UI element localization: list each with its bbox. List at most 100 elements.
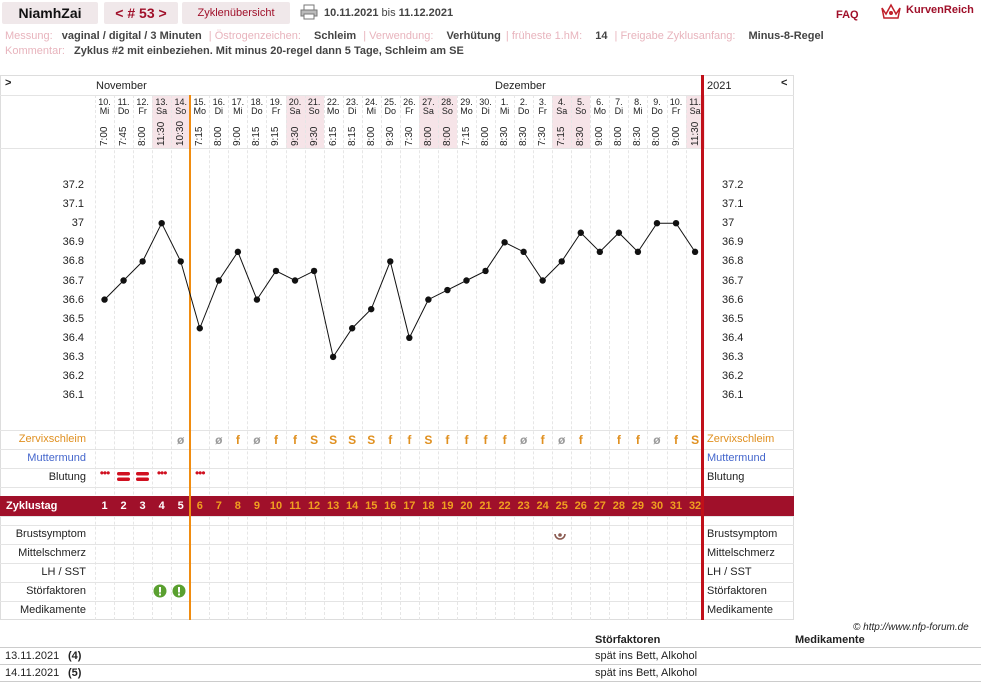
grid-col bbox=[228, 95, 230, 620]
temperature-point[interactable] bbox=[463, 277, 470, 284]
temperature-point[interactable] bbox=[691, 248, 699, 256]
zervix-mark[interactable]: f bbox=[273, 433, 278, 447]
day-weekday: Mi bbox=[233, 106, 243, 116]
grid-col bbox=[399, 95, 401, 620]
temperature-point[interactable] bbox=[558, 258, 565, 265]
zervix-mark[interactable]: f bbox=[235, 433, 240, 447]
blutung-heavy-icon[interactable] bbox=[117, 471, 131, 482]
nav-left-button[interactable]: > bbox=[5, 77, 12, 89]
brand-name[interactable]: KurvenReich bbox=[906, 4, 974, 16]
grid-col bbox=[247, 95, 249, 620]
temperature-point[interactable] bbox=[501, 239, 508, 246]
temperature-point[interactable] bbox=[158, 220, 165, 227]
temperature-point[interactable] bbox=[253, 296, 261, 303]
overview-tab[interactable]: Zyklenübersicht bbox=[182, 2, 290, 24]
faq-link[interactable]: FAQ bbox=[836, 9, 859, 21]
zervix-mark[interactable]: f bbox=[674, 433, 679, 447]
nav-right-button[interactable]: < bbox=[781, 77, 788, 89]
chart-end-line bbox=[701, 75, 704, 620]
zervix-mark[interactable]: f bbox=[445, 433, 450, 447]
zervix-mark[interactable]: f bbox=[616, 433, 621, 447]
temperature-point[interactable] bbox=[368, 305, 375, 313]
zervix-mark[interactable]: S bbox=[367, 433, 376, 447]
stoerfaktor-icon[interactable] bbox=[153, 584, 167, 598]
weekend-shade bbox=[304, 95, 324, 148]
temperature-point[interactable] bbox=[653, 220, 661, 227]
grid-col bbox=[437, 95, 439, 620]
temperature-point[interactable] bbox=[444, 286, 451, 294]
temperature-point[interactable] bbox=[215, 277, 223, 284]
zervix-mark[interactable]: ø bbox=[177, 433, 185, 447]
row-label-brust: Brustsymptom bbox=[15, 528, 86, 540]
grid-row bbox=[0, 430, 794, 431]
stoerfaktor-icon[interactable] bbox=[172, 584, 186, 598]
brand-logo-icon[interactable] bbox=[880, 2, 902, 20]
freigabe-value: Minus-8-Regel bbox=[748, 30, 824, 42]
temperature-point[interactable] bbox=[177, 258, 184, 265]
temperature-point[interactable] bbox=[596, 248, 604, 256]
zervix-mark[interactable]: f bbox=[388, 433, 393, 447]
zervix-mark[interactable]: f bbox=[483, 433, 488, 447]
temperature-point[interactable] bbox=[577, 229, 584, 236]
blutung-dots-icon[interactable]: ••• bbox=[194, 466, 206, 480]
brust-symptom-icon[interactable] bbox=[553, 528, 567, 542]
temperature-point[interactable] bbox=[348, 325, 356, 332]
zervix-mark[interactable]: S bbox=[691, 433, 700, 447]
temperature-point[interactable] bbox=[120, 277, 127, 284]
blutung-heavy-icon[interactable] bbox=[136, 471, 150, 482]
temperature-point[interactable] bbox=[139, 258, 146, 265]
zervix-mark[interactable]: f bbox=[635, 433, 640, 447]
day-weekday: Mi bbox=[99, 106, 110, 116]
zervix-mark[interactable]: S bbox=[329, 433, 338, 447]
temperature-point[interactable] bbox=[272, 267, 280, 275]
zervix-mark[interactable]: ø bbox=[558, 433, 566, 447]
temperature-point[interactable] bbox=[234, 248, 242, 256]
temperature-point[interactable] bbox=[387, 258, 394, 265]
zervix-mark[interactable]: f bbox=[502, 433, 507, 447]
zervix-mark[interactable]: S bbox=[424, 433, 433, 447]
row-label-mittel: Mittelschmerz bbox=[18, 547, 86, 559]
blutung-dots-icon[interactable]: ••• bbox=[99, 466, 111, 480]
zervix-mark[interactable]: S bbox=[348, 433, 357, 447]
temperature-point[interactable] bbox=[615, 229, 623, 236]
zervix-mark[interactable]: S bbox=[310, 433, 319, 447]
row-label-zervix-right: Zervixschleim bbox=[707, 433, 775, 445]
day-weekday: Fr bbox=[271, 106, 281, 116]
temperature-point[interactable] bbox=[101, 296, 108, 303]
print-icon[interactable] bbox=[300, 4, 318, 20]
zervix-mark[interactable]: f bbox=[540, 433, 545, 447]
zervix-mark[interactable]: ø bbox=[215, 433, 223, 447]
temperature-point[interactable] bbox=[482, 267, 489, 275]
day-weekday: Mo bbox=[460, 106, 473, 116]
zervix-mark[interactable]: ø bbox=[653, 433, 661, 447]
weekend-shade bbox=[685, 95, 705, 148]
zervix-mark[interactable]: ø bbox=[519, 433, 528, 447]
zervix-mark[interactable]: ø bbox=[253, 433, 261, 447]
temperature-point[interactable] bbox=[672, 220, 680, 227]
grid-col bbox=[666, 95, 668, 620]
day-date: 26. bbox=[403, 97, 416, 107]
grid-col bbox=[361, 95, 363, 620]
zervix-mark[interactable]: f bbox=[464, 433, 469, 447]
zervix-mark[interactable]: f bbox=[407, 433, 412, 447]
footer-col-medi: Medikamente bbox=[795, 634, 865, 646]
cycle-day-number: 20 bbox=[460, 500, 473, 512]
temperature-point[interactable] bbox=[425, 296, 432, 303]
y-tick: 36.1 bbox=[722, 389, 744, 402]
day-date: 18. bbox=[250, 97, 264, 107]
temperature-point[interactable] bbox=[310, 267, 318, 275]
zervix-mark[interactable]: f bbox=[578, 433, 583, 447]
temperature-point[interactable] bbox=[520, 248, 527, 256]
weekend-shade bbox=[437, 95, 457, 148]
day-date: 10. bbox=[669, 97, 683, 107]
zervix-mark[interactable]: f bbox=[293, 433, 298, 447]
temperature-point[interactable] bbox=[406, 334, 413, 341]
temperature-point[interactable] bbox=[329, 353, 337, 361]
temperature-point[interactable] bbox=[539, 277, 546, 284]
username-tab[interactable]: NiamhZai bbox=[2, 2, 98, 24]
temperature-point[interactable] bbox=[196, 325, 203, 332]
cycle-nav[interactable]: < # 53 > bbox=[104, 2, 178, 24]
temperature-point[interactable] bbox=[634, 248, 642, 256]
temperature-point[interactable] bbox=[291, 277, 299, 284]
blutung-dots-icon[interactable]: ••• bbox=[156, 466, 168, 480]
